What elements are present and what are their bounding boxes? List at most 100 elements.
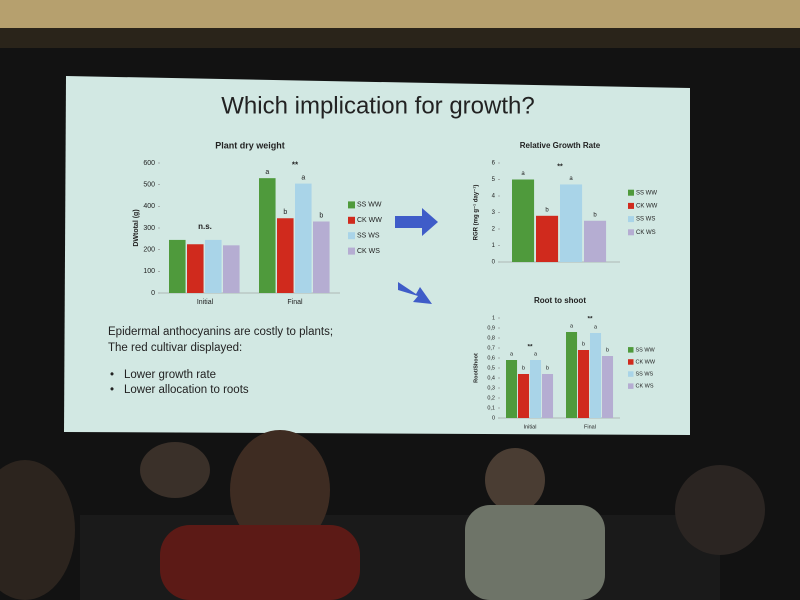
y-tick-label: 0 bbox=[492, 260, 496, 266]
bar-letter: a bbox=[594, 324, 598, 330]
y-tick-label: 4 bbox=[492, 194, 496, 200]
bar-letter: a bbox=[569, 176, 573, 182]
legend-swatch bbox=[628, 383, 634, 389]
bar bbox=[566, 332, 578, 418]
head bbox=[140, 442, 210, 498]
ceiling bbox=[0, 0, 800, 28]
y-tick-label: 0 bbox=[492, 415, 495, 421]
bar bbox=[530, 360, 542, 418]
x-tick-label: Initial bbox=[197, 299, 214, 306]
legend-swatch bbox=[628, 216, 634, 223]
y-tick-label: 2 bbox=[492, 227, 496, 233]
bar bbox=[590, 333, 602, 418]
legend-swatch bbox=[628, 347, 634, 353]
group-label: ** bbox=[587, 316, 593, 323]
legend-swatch bbox=[628, 189, 634, 196]
legend-swatch bbox=[628, 202, 634, 209]
x-tick-label: Final bbox=[584, 424, 596, 430]
bar bbox=[518, 374, 530, 418]
x-tick-label: Final bbox=[287, 299, 303, 306]
bar bbox=[584, 220, 607, 262]
y-tick-label: 600 bbox=[143, 160, 155, 167]
y-tick-label: 0,1 bbox=[487, 405, 495, 411]
bar bbox=[205, 239, 222, 293]
y-tick-label: 400 bbox=[143, 203, 155, 210]
legend-label: SS WS bbox=[357, 233, 380, 240]
body bbox=[160, 525, 360, 600]
bar bbox=[560, 184, 583, 262]
bar bbox=[512, 179, 535, 262]
y-axis-title: RGR (mg g⁻¹ day⁻¹) bbox=[473, 185, 480, 241]
y-tick-label: 0,9 bbox=[487, 325, 495, 331]
y-tick-label: 0 bbox=[151, 290, 155, 297]
bar bbox=[187, 244, 204, 293]
bar-letter: a bbox=[534, 351, 538, 357]
wall bbox=[0, 28, 800, 48]
bar-letter: a bbox=[301, 174, 305, 181]
y-tick-label: 0,7 bbox=[487, 345, 495, 351]
slide bbox=[64, 76, 690, 435]
y-tick-label: 0,4 bbox=[487, 375, 495, 381]
bullet-dot: • bbox=[110, 384, 114, 396]
arrow bbox=[398, 282, 432, 304]
bar-letter: b bbox=[606, 347, 609, 353]
slide-text: The red cultivar displayed: bbox=[108, 342, 242, 354]
head bbox=[230, 430, 330, 550]
bar-letter: b bbox=[582, 341, 585, 347]
bar-letter: b bbox=[283, 209, 287, 216]
body bbox=[465, 505, 605, 600]
legend-label: SS WW bbox=[636, 190, 657, 196]
y-tick-label: 300 bbox=[143, 225, 155, 232]
bar-letter: a bbox=[510, 351, 514, 357]
legend-swatch bbox=[348, 201, 355, 209]
bar bbox=[259, 178, 276, 293]
bar bbox=[536, 215, 559, 262]
audience bbox=[0, 430, 765, 600]
bar-letter: a bbox=[570, 323, 574, 329]
x-tick-label: Initial bbox=[524, 424, 537, 430]
legend-label: CK WS bbox=[636, 230, 656, 236]
bar bbox=[578, 350, 590, 418]
y-tick-label: 200 bbox=[143, 247, 155, 254]
bar bbox=[295, 183, 312, 293]
y-tick-label: 1 bbox=[492, 243, 496, 249]
legend-swatch bbox=[628, 359, 634, 365]
legend-swatch bbox=[628, 371, 634, 377]
group-label: ** bbox=[527, 344, 533, 351]
y-tick-label: 0,5 bbox=[487, 365, 495, 371]
bar-letter: b bbox=[545, 207, 549, 213]
bullet-dot: • bbox=[110, 369, 114, 381]
bar bbox=[506, 360, 518, 418]
bar-letter: b bbox=[522, 365, 525, 371]
head bbox=[0, 460, 75, 600]
bar-letter: b bbox=[593, 212, 597, 218]
legend-swatch bbox=[348, 247, 355, 255]
group-label: n.s. bbox=[198, 222, 212, 231]
bullet: Lower allocation to roots bbox=[124, 384, 249, 396]
bar-letter: b bbox=[546, 365, 549, 371]
arrow bbox=[395, 208, 438, 236]
legend-label: SS WW bbox=[636, 347, 656, 353]
legend-swatch bbox=[348, 216, 355, 224]
bar-letter: a bbox=[265, 169, 269, 176]
legend-label: CK WS bbox=[357, 248, 380, 255]
y-tick-label: 500 bbox=[143, 182, 155, 189]
head bbox=[675, 465, 765, 555]
y-tick-label: 5 bbox=[492, 177, 496, 183]
y-tick-label: 0,8 bbox=[487, 335, 495, 341]
y-tick-label: 0,3 bbox=[487, 385, 495, 391]
bar-letter: b bbox=[319, 212, 323, 219]
y-tick-label: 6 bbox=[492, 161, 496, 167]
bar bbox=[169, 239, 186, 293]
chart-title: Root to shoot bbox=[534, 296, 586, 305]
bar-letter: a bbox=[521, 171, 525, 177]
y-tick-label: 1 bbox=[492, 315, 495, 321]
y-axis-title: DWtotal (g) bbox=[133, 209, 140, 246]
slide-title: Which implication for growth? bbox=[221, 92, 534, 119]
y-tick-label: 0,6 bbox=[487, 355, 495, 361]
group-label: ** bbox=[557, 163, 563, 170]
legend-swatch bbox=[348, 232, 355, 240]
